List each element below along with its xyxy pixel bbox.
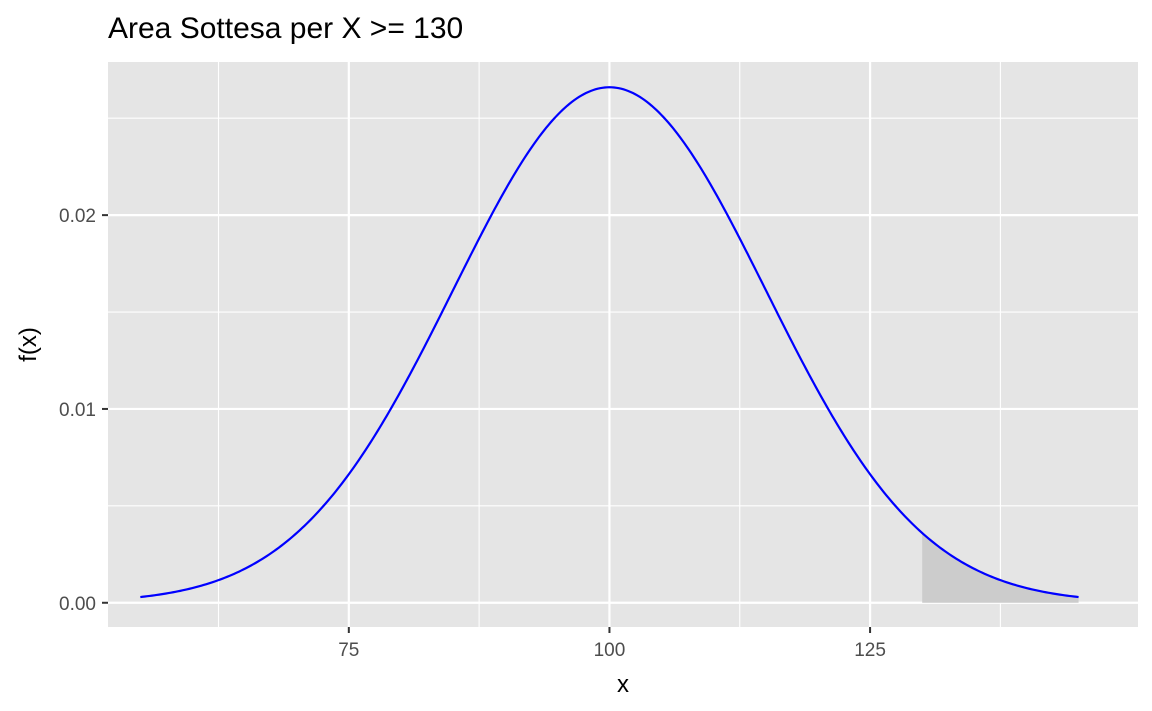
- y-tick-label: 0.01: [59, 400, 96, 421]
- x-axis-label: x: [617, 671, 629, 698]
- chart-title: Area Sottesa per X >= 130: [108, 12, 463, 45]
- x-tick-labels: 75 100 125: [338, 640, 886, 661]
- x-tick-label: 100: [594, 640, 626, 661]
- y-tick-labels: 0.00 0.01 0.02: [59, 206, 96, 615]
- data-marks: [140, 86, 1079, 603]
- axis-ticks: [102, 214, 872, 633]
- x-tick-label: 125: [854, 640, 886, 661]
- shaded-tail-area: [922, 533, 1079, 603]
- plot-panel: [108, 62, 1138, 627]
- y-tick-label: 0.02: [59, 206, 96, 227]
- x-tick-label: 75: [338, 640, 359, 661]
- minor-gridlines: [108, 62, 1138, 627]
- y-tick-label: 0.00: [59, 594, 96, 615]
- major-gridlines: [108, 62, 1138, 627]
- density-curve-line: [140, 86, 1079, 599]
- y-axis-label: f(x): [15, 327, 42, 362]
